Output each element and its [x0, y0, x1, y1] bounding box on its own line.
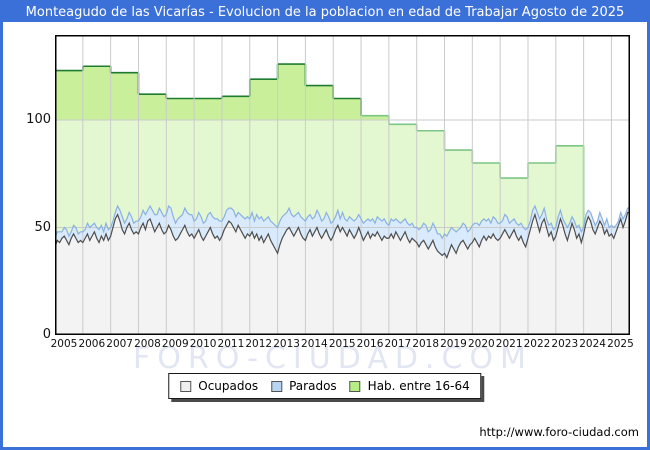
x-tick-2020: 2020 — [467, 338, 495, 350]
x-tick-2011: 2011 — [217, 338, 245, 350]
plot-area — [55, 35, 630, 335]
legend: Ocupados Parados Hab. entre 16-64 — [168, 373, 482, 399]
x-tick-2007: 2007 — [106, 338, 133, 350]
x-tick-2014: 2014 — [301, 338, 328, 350]
x-tick-2017: 2017 — [384, 338, 412, 350]
watermark: FORO-CIUDAD.COM — [133, 341, 533, 376]
x-tick-2016: 2016 — [356, 338, 384, 350]
x-tick-2019: 2019 — [440, 338, 467, 350]
y-tick-50: 50 — [34, 219, 51, 235]
x-tick-2025: 2025 — [607, 338, 634, 350]
x-tick-2008: 2008 — [134, 338, 161, 350]
footer-url[interactable]: http://www.foro-ciudad.com — [479, 425, 639, 439]
legend-label-1: Parados — [289, 379, 337, 393]
legend-item-0: Ocupados — [180, 379, 258, 393]
legend-swatch-1 — [271, 380, 283, 392]
parados-line — [55, 204, 630, 240]
legend-swatch-2 — [349, 380, 361, 392]
plot-border — [55, 35, 630, 335]
x-tick-2012: 2012 — [245, 338, 273, 350]
y-tick-0: 0 — [42, 327, 51, 342]
x-tick-2018: 2018 — [412, 338, 440, 350]
x-tick-2015: 2015 — [328, 338, 356, 350]
x-tick-2024: 2024 — [579, 338, 606, 350]
x-tick-2009: 2009 — [161, 338, 189, 350]
x-tick-2023: 2023 — [551, 338, 579, 350]
y-tick-100: 100 — [26, 112, 51, 127]
x-tick-2022: 2022 — [523, 338, 551, 350]
legend-item-2: Hab. entre 16-64 — [349, 379, 470, 393]
x-tick-2006: 2006 — [78, 338, 106, 350]
ocupados-line — [55, 211, 630, 260]
x-tick-2005: 2005 — [50, 338, 78, 350]
legend-swatch-0 — [180, 380, 192, 392]
x-tick-2010: 2010 — [189, 338, 217, 350]
legend-item-1: Parados — [271, 379, 337, 393]
ocupados-area-fill — [55, 212, 630, 335]
legend-label-2: Hab. entre 16-64 — [367, 379, 470, 393]
legend-label-0: Ocupados — [198, 379, 259, 393]
x-tick-2021: 2021 — [495, 338, 523, 350]
x-tick-2013: 2013 — [273, 338, 300, 350]
title-bar: Monteagudo de las Vicarías - Evolucion d… — [3, 3, 647, 22]
